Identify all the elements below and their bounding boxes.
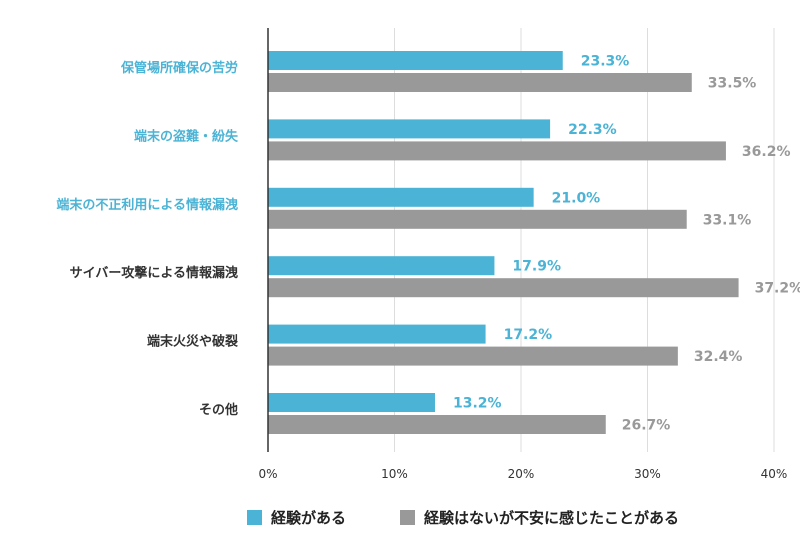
category-label: 端末の不正利用による情報漏洩 bbox=[56, 197, 238, 213]
data-label: 17.9% bbox=[512, 259, 561, 275]
data-label: 13.2% bbox=[453, 396, 502, 412]
data-label: 26.7% bbox=[622, 418, 671, 434]
category-label: その他 bbox=[199, 402, 238, 418]
data-label: 37.2% bbox=[755, 281, 800, 297]
bar bbox=[268, 73, 692, 92]
data-label: 33.1% bbox=[703, 212, 752, 228]
data-label: 36.2% bbox=[742, 144, 791, 160]
bar bbox=[268, 256, 495, 276]
data-label: 23.3% bbox=[581, 54, 630, 70]
legend-swatch bbox=[400, 510, 415, 525]
legend-swatch bbox=[247, 510, 262, 525]
category-label: サイバー攻撃による情報漏洩 bbox=[70, 265, 238, 281]
category-label: 端末の盗難・紛失 bbox=[134, 128, 239, 144]
data-label: 21.0% bbox=[552, 190, 601, 206]
category-label: 端末火災や破裂 bbox=[147, 334, 239, 350]
bar bbox=[268, 393, 435, 412]
category-label: 保管場所確保の苦労 bbox=[120, 60, 238, 76]
bar bbox=[268, 119, 551, 139]
value-labels: 23.3% 33.5% 22.3% 36.2% 21.0% 33.1% 17.9% 37.2%… bbox=[453, 54, 800, 434]
data-label: 33.5% bbox=[708, 76, 757, 92]
x-tick-label: 20% bbox=[508, 467, 535, 481]
grid-lines bbox=[394, 28, 775, 452]
x-tick-label: 30% bbox=[634, 467, 661, 481]
data-label: 22.3% bbox=[568, 122, 617, 138]
legend: 経験がある 経験はないが不安に感じたことがある bbox=[247, 509, 679, 527]
bar bbox=[268, 187, 534, 207]
x-axis-ticks: 0% 10% 20% 30% 40% bbox=[258, 467, 787, 481]
bar bbox=[268, 51, 563, 70]
data-label: 17.2% bbox=[504, 327, 553, 343]
bars bbox=[268, 51, 739, 434]
bar bbox=[268, 141, 726, 161]
category-labels: 保管場所確保の苦労端末の盗難・紛失端末の不正利用による情報漏洩サイバー攻撃による… bbox=[56, 60, 239, 418]
bar bbox=[268, 324, 486, 344]
legend-label: 経験はないが不安に感じたことがある bbox=[424, 509, 679, 527]
bar bbox=[268, 278, 739, 298]
bar bbox=[268, 415, 606, 434]
x-tick-label: 10% bbox=[381, 467, 408, 481]
bar bbox=[268, 346, 678, 366]
x-tick-label: 0% bbox=[258, 467, 277, 481]
data-label: 32.4% bbox=[694, 349, 743, 365]
x-tick-label: 40% bbox=[761, 467, 788, 481]
bar bbox=[268, 209, 687, 229]
legend-label: 経験がある bbox=[271, 509, 346, 527]
